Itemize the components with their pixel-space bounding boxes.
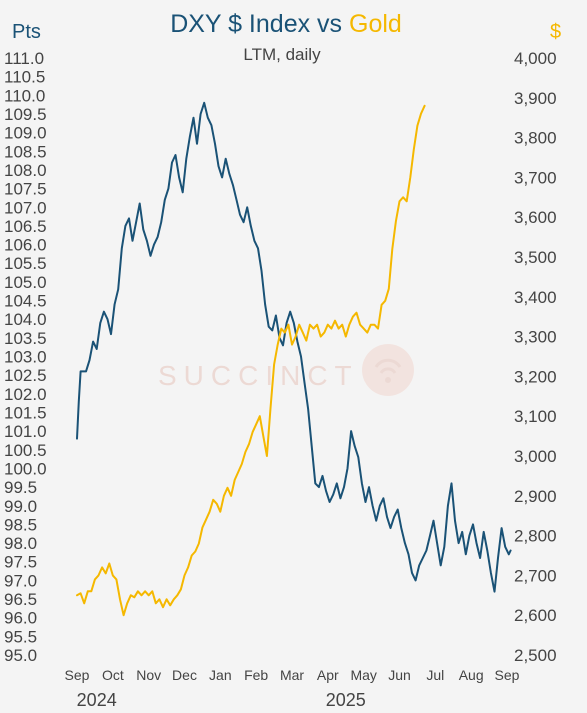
x-tick-label: Sep xyxy=(65,667,90,683)
right-tick-label: 3,500 xyxy=(514,248,557,267)
right-tick-label: 3,100 xyxy=(514,407,557,426)
chart-subtitle: LTM, daily xyxy=(243,45,321,64)
left-tick-label: 96.0 xyxy=(4,609,37,628)
left-tick-label: 95.0 xyxy=(4,646,37,665)
left-tick-label: 103.5 xyxy=(4,329,47,348)
left-tick-label: 98.5 xyxy=(4,515,37,534)
right-tick-label: 3,900 xyxy=(514,89,557,108)
left-tick-label: 104.0 xyxy=(4,310,47,329)
right-axis-unit: $ xyxy=(550,21,561,43)
left-tick-label: 100.5 xyxy=(4,441,47,460)
x-year-label: 2024 xyxy=(77,690,117,710)
watermark-text: SUCCINCT xyxy=(158,360,359,391)
x-tick-label: Sep xyxy=(495,667,520,683)
left-tick-label: 98.0 xyxy=(4,534,37,553)
left-tick-label: 102.5 xyxy=(4,366,47,385)
x-tick-label: Aug xyxy=(459,667,484,683)
left-tick-label: 100.0 xyxy=(4,459,47,478)
x-tick-label: Oct xyxy=(102,667,124,683)
title-dxy: DXY $ Index xyxy=(170,10,310,38)
x-tick-label: Nov xyxy=(136,667,161,683)
title-vs: vs xyxy=(310,10,349,38)
left-tick-label: 99.5 xyxy=(4,478,37,497)
series-line-dxy xyxy=(76,101,512,593)
left-tick-label: 102.0 xyxy=(4,385,47,404)
left-tick-label: 99.0 xyxy=(4,497,37,516)
left-axis-unit: Pts xyxy=(12,21,41,43)
left-tick-label: 95.5 xyxy=(4,627,37,646)
right-tick-label: 3,700 xyxy=(514,168,557,187)
left-tick-label: 106.5 xyxy=(4,217,47,236)
right-tick-label: 2,800 xyxy=(514,527,557,546)
left-tick-label: 109.5 xyxy=(4,105,47,124)
right-tick-label: 2,700 xyxy=(514,566,557,585)
right-tick-label: 3,000 xyxy=(514,447,557,466)
x-tick-label: Jan xyxy=(209,667,232,683)
left-tick-label: 108.0 xyxy=(4,161,47,180)
left-tick-label: 111.0 xyxy=(4,49,44,68)
right-axis-ticks: 2,500 2,600 2,700 2,800 2,900 3,000 3,100 3,200… xyxy=(514,49,557,665)
right-tick-label: 3,600 xyxy=(514,208,557,227)
right-tick-label: 3,400 xyxy=(514,288,557,307)
right-tick-label: 4,000 xyxy=(514,49,557,68)
left-tick-label: 107.5 xyxy=(4,180,47,199)
watermark-logo-icon xyxy=(362,344,414,396)
left-tick-label: 106.0 xyxy=(4,236,47,255)
left-tick-label: 104.5 xyxy=(4,292,47,311)
left-tick-label: 110.5 xyxy=(4,68,45,87)
x-tick-label: Jul xyxy=(426,667,444,683)
left-tick-label: 97.0 xyxy=(4,571,37,590)
left-tick-label: 101.5 xyxy=(4,403,47,422)
x-tick-label: May xyxy=(350,667,376,683)
right-tick-label: 3,200 xyxy=(514,367,557,386)
chart-title: DXY $ Index vs Gold xyxy=(170,10,402,38)
left-tick-label: 97.5 xyxy=(4,553,37,572)
x-tick-label: Dec xyxy=(172,667,197,683)
series-line-gold xyxy=(76,104,426,617)
right-tick-label: 2,600 xyxy=(514,606,557,625)
watermark: SUCCINCT xyxy=(158,344,414,396)
right-tick-label: 2,900 xyxy=(514,487,557,506)
x-tick-label: Apr xyxy=(317,667,339,683)
x-tick-label: Jun xyxy=(388,667,411,683)
left-tick-label: 101.0 xyxy=(4,422,47,441)
x-tick-label: Mar xyxy=(280,667,304,683)
title-gold: Gold xyxy=(349,10,402,38)
series-layer xyxy=(76,101,512,617)
left-tick-label: 109.0 xyxy=(4,124,47,143)
right-tick-label: 3,800 xyxy=(514,129,557,148)
left-tick-label: 105.0 xyxy=(4,273,47,292)
x-axis-ticks: Sep Oct Nov Dec Jan Feb Mar Apr May Jun Jul Aug Sep 2… xyxy=(65,667,520,710)
left-tick-label: 103.0 xyxy=(4,348,47,367)
right-tick-label: 2,500 xyxy=(514,646,557,665)
x-year-label: 2025 xyxy=(326,690,366,710)
left-tick-label: 105.5 xyxy=(4,254,47,273)
left-tick-label: 110.0 xyxy=(4,86,45,105)
left-tick-label: 107.0 xyxy=(4,198,47,217)
x-tick-label: Feb xyxy=(244,667,268,683)
left-axis-ticks: 95.095.596.096.597.097.598.098.599.099.5… xyxy=(4,49,47,665)
right-tick-label: 3,300 xyxy=(514,328,557,347)
left-tick-label: 108.5 xyxy=(4,142,47,161)
left-tick-label: 96.5 xyxy=(4,590,37,609)
